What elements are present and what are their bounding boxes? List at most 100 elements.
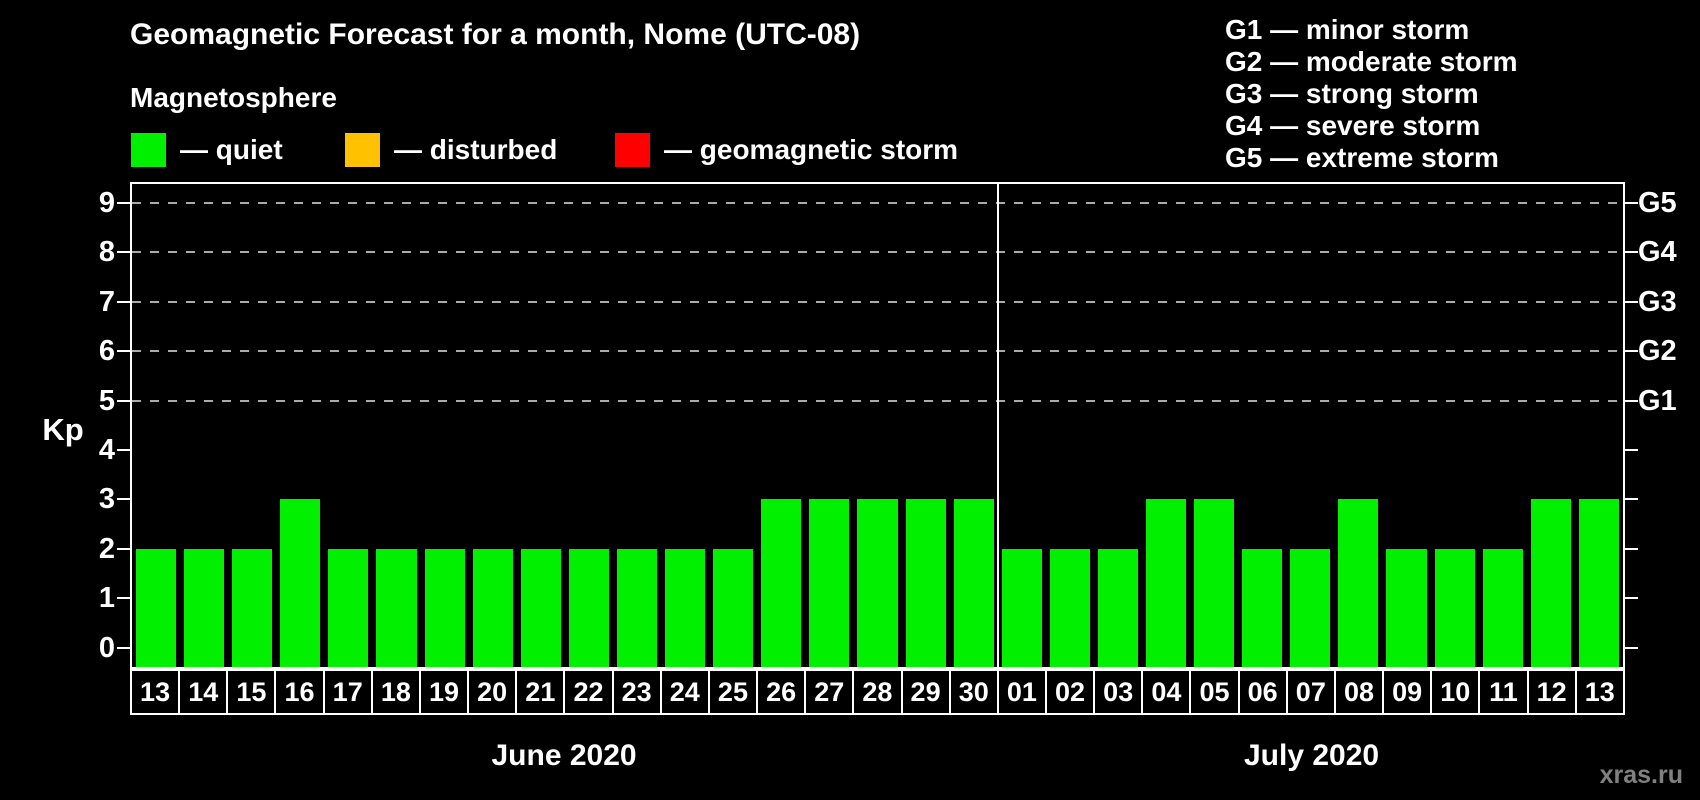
legend-label: — disturbed — [394, 134, 558, 165]
kp-bar — [376, 548, 417, 667]
bar-slot — [661, 184, 709, 667]
date-cell: 23 — [611, 669, 662, 715]
magnetosphere-legend-title: Magnetosphere — [130, 82, 337, 113]
bar-slot — [1479, 184, 1527, 667]
y-axis-tick-label: 1 — [98, 582, 115, 615]
bar-slot — [805, 184, 853, 667]
right-tick — [1625, 646, 1638, 649]
date-cell: 02 — [1044, 669, 1096, 715]
y-axis-tick-label: 7 — [98, 285, 115, 318]
date-cell: 29 — [900, 669, 951, 715]
y-tick — [117, 597, 130, 600]
kp-bar — [1530, 499, 1571, 667]
bar-slot — [517, 184, 565, 667]
kp-bar — [665, 548, 706, 667]
right-tick — [1625, 399, 1638, 402]
gridline-kp9 — [132, 202, 1623, 204]
date-cell: 14 — [178, 669, 229, 715]
g-scale-legend: G1 — minor storm G2 — moderate storm G3 — … — [1225, 14, 1518, 174]
gridline-kp5 — [132, 399, 1623, 402]
bar-slot — [1190, 184, 1238, 667]
right-tick — [1625, 597, 1638, 600]
bar-slot — [613, 184, 661, 667]
right-tick — [1625, 202, 1638, 204]
kp-bar — [472, 548, 513, 667]
bar-slot — [1431, 184, 1479, 667]
y-tick — [117, 547, 130, 550]
month-group — [132, 184, 998, 667]
legend-item-disturbed: — disturbed — [345, 133, 557, 167]
bar-slot — [228, 184, 276, 667]
bar-slot — [902, 184, 950, 667]
gridline-kp6 — [132, 350, 1623, 353]
y-tick — [117, 251, 130, 254]
kp-bar — [1242, 548, 1283, 667]
kp-bar — [1097, 548, 1139, 667]
date-cell: 30 — [948, 669, 999, 715]
kp-bar — [713, 548, 754, 667]
watermark: xras.ru — [1599, 761, 1683, 789]
date-cell: 18 — [370, 669, 421, 715]
date-cell: 10 — [1430, 669, 1481, 715]
y-axis-tick-label: 6 — [98, 335, 115, 368]
bar-slot — [1575, 184, 1623, 667]
kp-bar — [424, 548, 465, 667]
g-axis-label: G2 — [1638, 335, 1677, 368]
right-tick — [1625, 350, 1638, 353]
chart-region: 0 1 2 3 4 5 6 7 8 9 G1 G2 G3 G4 G5 13 14 15 16 17 18 19 20 21 2… — [99, 182, 1677, 773]
date-cell: 22 — [563, 669, 614, 715]
legend-label: — geomagnetic storm — [664, 134, 959, 165]
month-label: July 2020 — [1243, 739, 1380, 772]
date-cell: 07 — [1285, 669, 1336, 715]
bar-slot — [565, 184, 613, 667]
g-legend-item: G4 — severe storm — [1225, 110, 1481, 141]
y-tick — [117, 202, 130, 204]
date-cell: 13 — [130, 669, 181, 715]
kp-bar — [232, 548, 273, 667]
month-separator — [996, 184, 999, 667]
bar-slot — [853, 184, 901, 667]
kp-bar — [1001, 548, 1042, 667]
bar-slot — [950, 184, 998, 667]
kp-bar — [1194, 499, 1235, 667]
legend-swatch-disturbed — [345, 133, 380, 167]
date-cell: 09 — [1382, 669, 1433, 715]
date-cell: 20 — [467, 669, 518, 715]
date-cell: 21 — [515, 669, 566, 715]
bar-slot — [1334, 184, 1382, 667]
g-legend-item: G2 — moderate storm — [1225, 46, 1518, 77]
right-tick — [1625, 547, 1638, 550]
bar-slot — [132, 184, 180, 667]
bar-slot — [276, 184, 324, 667]
legend-label: — quiet — [180, 134, 283, 165]
date-cell: 24 — [659, 669, 710, 715]
month-label: June 2020 — [491, 739, 637, 772]
magnetosphere-legend: — quiet — disturbed — geomagnetic storm — [0, 133, 1100, 169]
y-axis-tick-label: 0 — [98, 631, 115, 664]
gridline-kp8 — [132, 251, 1623, 254]
g-legend-item: G1 — minor storm — [1225, 14, 1470, 45]
kp-bar — [857, 499, 898, 667]
bar-slot — [324, 184, 372, 667]
bar-slot — [180, 184, 228, 667]
bar-slot — [998, 184, 1046, 667]
date-cell: 27 — [804, 669, 855, 715]
month-axis: June 2020 July 2020 — [130, 739, 1625, 773]
kp-bar — [1434, 548, 1475, 667]
legend-item-quiet: — quiet — [131, 133, 283, 167]
kp-bar — [761, 499, 802, 667]
bar-slot — [469, 184, 517, 667]
date-cell: 13 — [1574, 669, 1625, 715]
bars-layer — [132, 184, 1623, 667]
kp-bar — [1386, 548, 1427, 667]
bar-slot — [1046, 184, 1094, 667]
date-cell: 28 — [852, 669, 903, 715]
right-tick — [1625, 251, 1638, 254]
legend-item-storm: — geomagnetic storm — [615, 133, 958, 167]
kp-bar — [520, 548, 561, 667]
date-cell: 25 — [707, 669, 759, 715]
date-cell: 12 — [1526, 669, 1577, 715]
date-cell: 17 — [322, 669, 373, 715]
date-cell: 05 — [1189, 669, 1240, 715]
